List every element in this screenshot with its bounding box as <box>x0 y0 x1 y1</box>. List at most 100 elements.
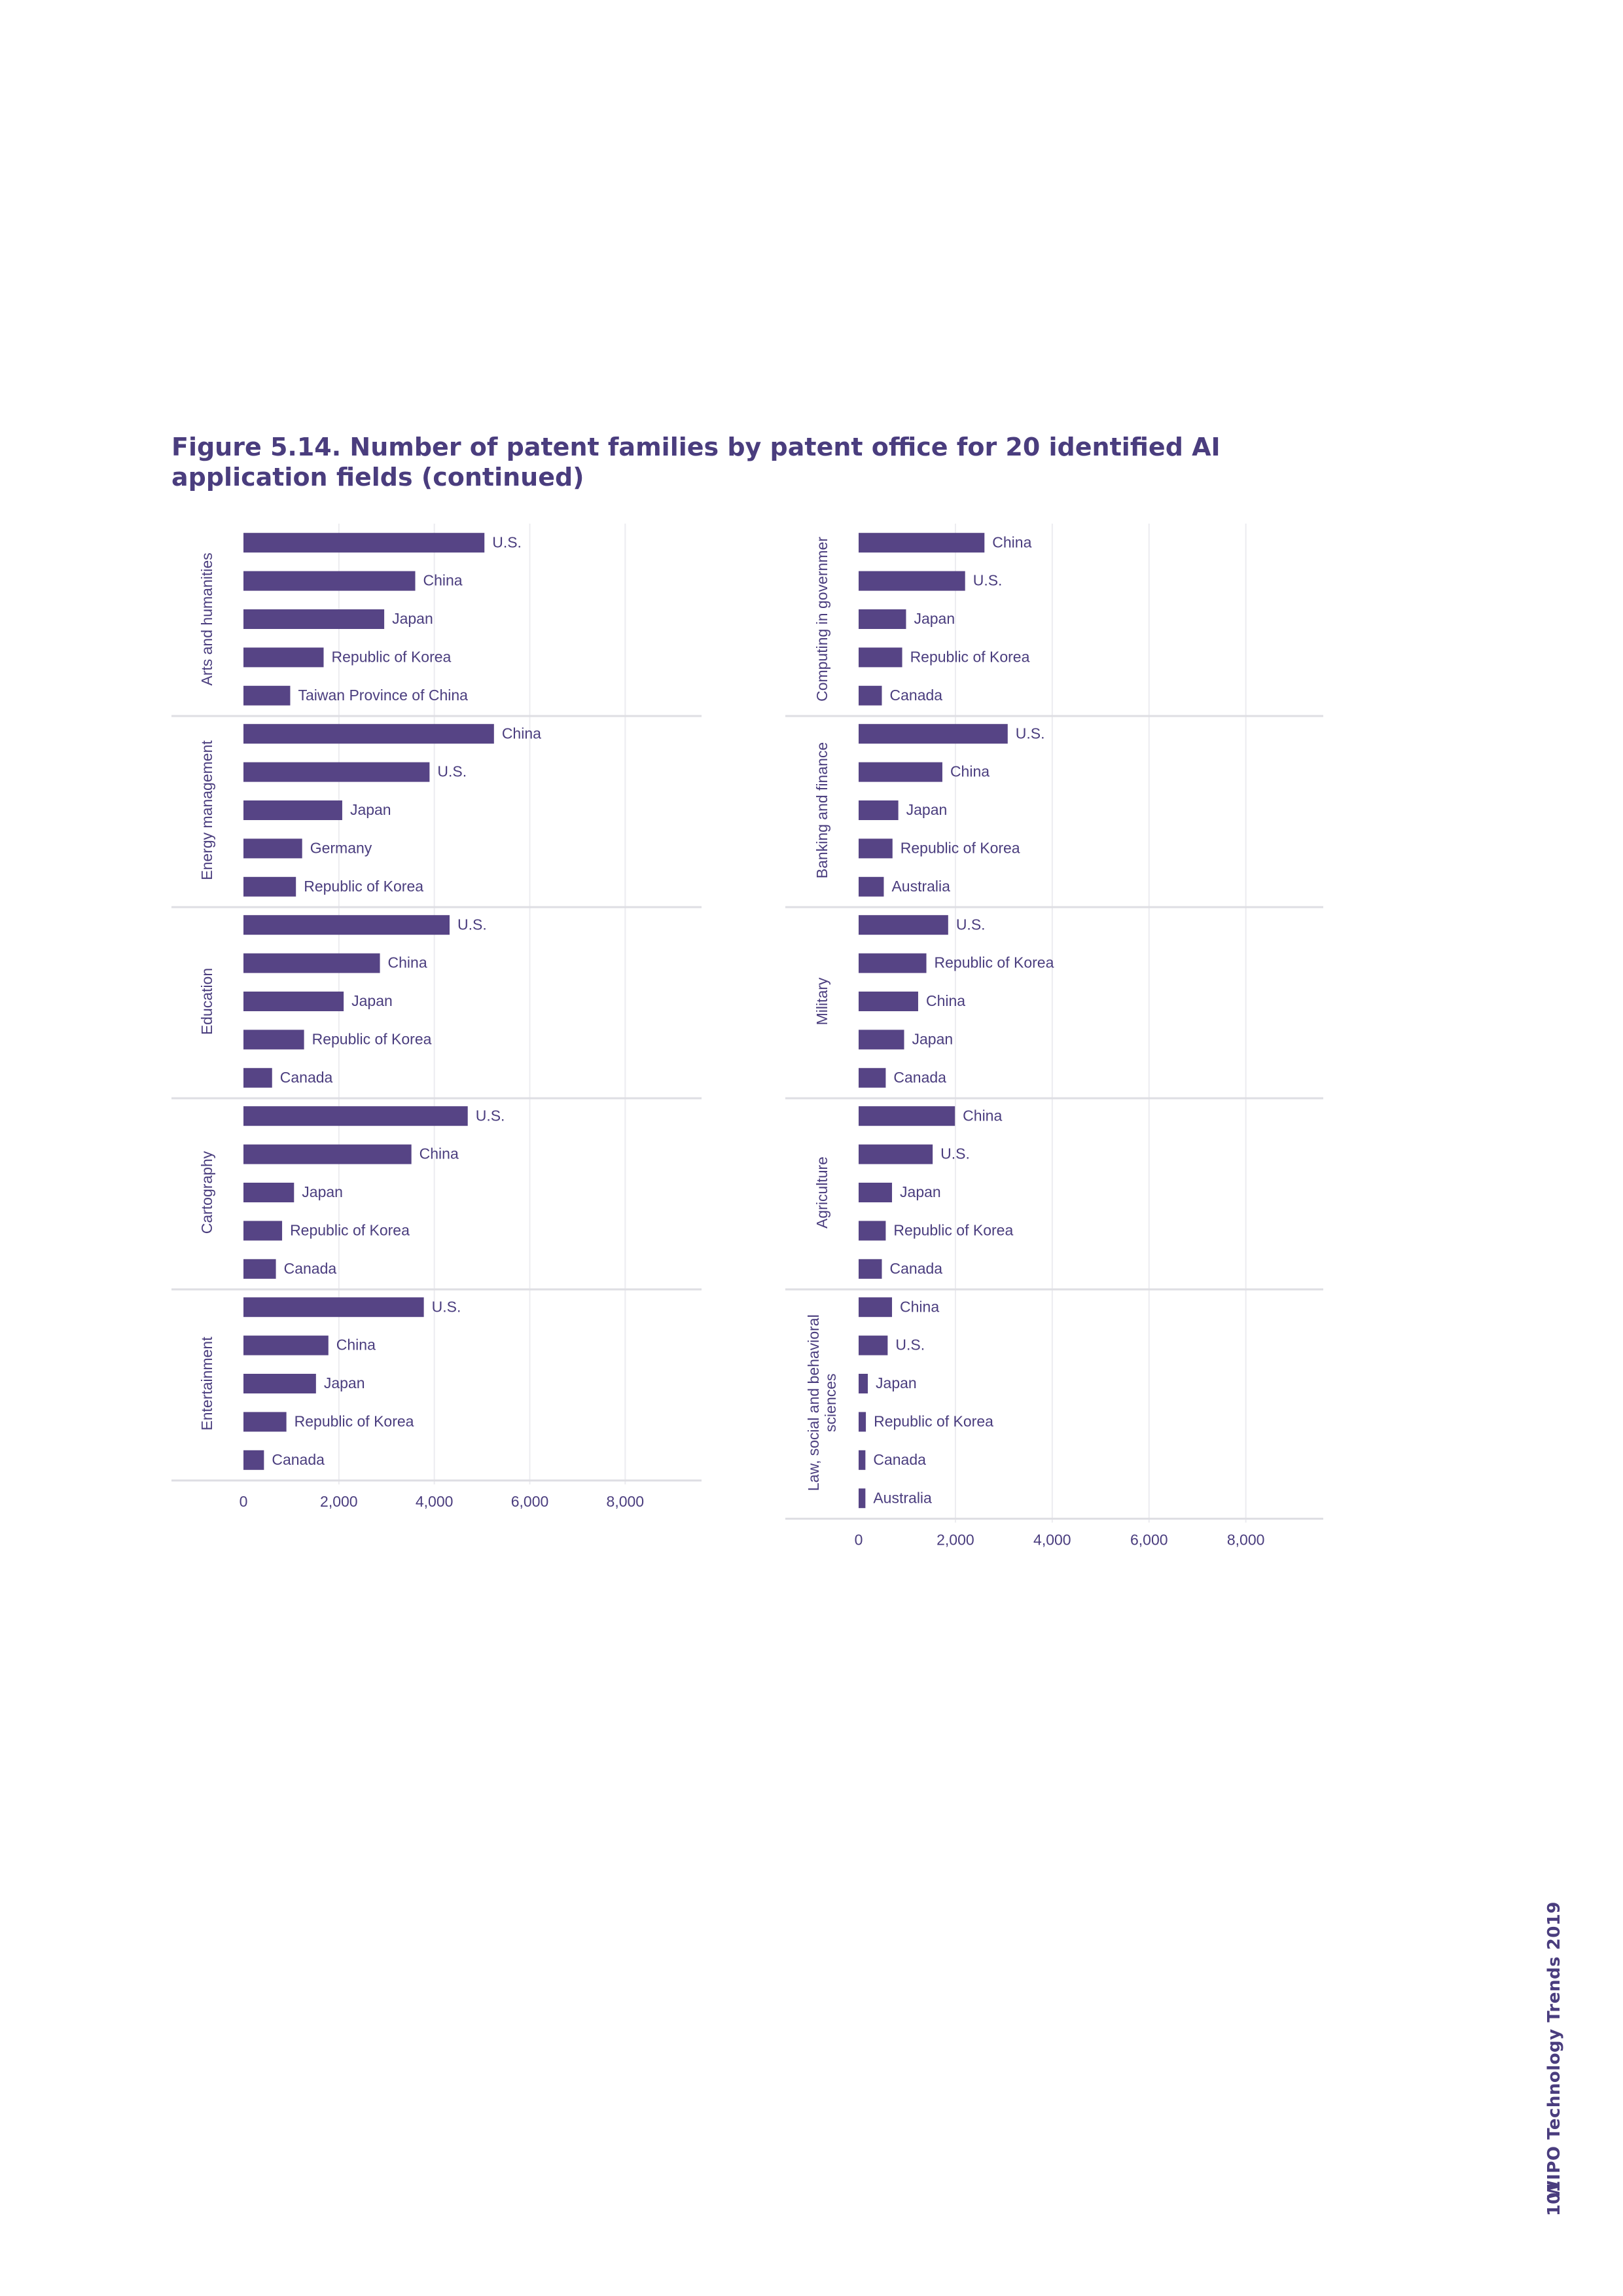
bar-label: Japan <box>914 610 955 627</box>
facet-label: Energy management <box>198 740 215 880</box>
bar <box>243 1450 264 1470</box>
bar <box>243 1106 468 1126</box>
bar <box>243 876 296 897</box>
bar-label: Republic of Korea <box>304 878 423 895</box>
bar <box>243 1183 294 1202</box>
bar-label: U.S. <box>973 572 1003 589</box>
bar <box>859 762 942 782</box>
facet-label: Military <box>813 977 830 1025</box>
bar <box>859 685 882 706</box>
bar-label: Germany <box>310 839 372 856</box>
bar-label: Japan <box>906 801 948 818</box>
bar-label: Australia <box>891 878 950 895</box>
bar-label: Japan <box>350 801 391 818</box>
bar <box>243 1030 304 1050</box>
bar <box>243 1144 412 1164</box>
bar <box>243 800 342 820</box>
bar-label: Republic of Korea <box>874 1412 993 1429</box>
x-tick-label: 0 <box>240 1493 248 1510</box>
page-number: 101 <box>1544 2180 1564 2216</box>
bar <box>859 1374 868 1393</box>
bar <box>859 571 965 591</box>
bar-label: China <box>992 533 1031 550</box>
bar <box>859 609 906 629</box>
bar-label: Republic of Korea <box>893 1221 1013 1238</box>
x-tick-label: 6,000 <box>511 1493 549 1510</box>
facet-label: Cartography <box>198 1151 215 1234</box>
facet-label: Agriculture <box>813 1157 830 1229</box>
bar-label: Canada <box>890 1260 943 1277</box>
facet-label: Education <box>198 968 215 1035</box>
bar-label: Japan <box>900 1183 941 1200</box>
bar <box>859 1450 866 1470</box>
bar-label: U.S. <box>895 1336 925 1354</box>
bar <box>243 647 324 668</box>
publication-footer: WIPO Technology Trends 2019 <box>1544 1901 1564 2199</box>
bar <box>859 1297 893 1318</box>
bar <box>859 1335 888 1355</box>
bar-label: China <box>963 1107 1002 1124</box>
x-tick-label: 2,000 <box>936 1531 974 1548</box>
x-tick-label: 4,000 <box>416 1493 454 1510</box>
bar <box>859 1183 893 1202</box>
bar-label: U.S. <box>1016 725 1045 742</box>
bar <box>859 1488 866 1509</box>
bar-label: Republic of Korea <box>332 648 452 665</box>
facet-label: Law, social and behavioral <box>805 1314 822 1491</box>
bar-label: Canada <box>272 1451 325 1468</box>
bar-label: China <box>950 763 990 780</box>
bar-label: U.S. <box>476 1107 505 1124</box>
x-tick-label: 0 <box>855 1531 863 1548</box>
bar-label: Republic of Korea <box>290 1221 410 1238</box>
bar-label: U.S. <box>437 763 467 780</box>
bar <box>859 1067 886 1088</box>
bar <box>859 800 899 820</box>
x-tick-label: 6,000 <box>1130 1531 1168 1548</box>
bar <box>243 1374 316 1393</box>
bar <box>243 992 344 1011</box>
bar-label: Japan <box>351 992 393 1009</box>
bar <box>243 609 385 629</box>
bar-label: China <box>926 992 965 1009</box>
facet-label: Arts and humanities <box>198 552 215 685</box>
bar <box>859 953 927 973</box>
bar <box>243 1221 283 1241</box>
bar-label: Japan <box>392 610 433 627</box>
bar <box>859 1106 955 1126</box>
bar-label: U.S. <box>956 916 986 933</box>
bar-label: Canada <box>890 687 943 704</box>
bar-label: Japan <box>324 1374 365 1391</box>
bar <box>859 533 985 553</box>
bar-label: Canada <box>893 1069 946 1086</box>
bar-label: Republic of Korea <box>312 1030 432 1047</box>
bar-label: China <box>336 1336 376 1354</box>
bar <box>243 1259 276 1279</box>
bar <box>243 953 380 973</box>
bar-label: Canada <box>284 1260 337 1277</box>
x-tick-label: 2,000 <box>320 1493 358 1510</box>
figure-title: Figure 5.14. Number of patent families b… <box>171 433 1221 492</box>
bar-label: Republic of Korea <box>935 954 1054 971</box>
bar <box>243 1412 287 1432</box>
bar-label: Canada <box>873 1451 926 1468</box>
bar-label: U.S. <box>457 916 487 933</box>
bar <box>243 685 291 706</box>
bar <box>243 915 450 935</box>
bar <box>859 915 948 935</box>
bar-label: Republic of Korea <box>294 1412 414 1429</box>
bar-label: Republic of Korea <box>901 839 1020 856</box>
bar-label: Canada <box>280 1069 333 1086</box>
bar-label: China <box>419 1145 459 1162</box>
x-tick-label: 8,000 <box>1227 1531 1265 1548</box>
bar-label: Japan <box>912 1030 954 1047</box>
bar-label: China <box>388 954 427 971</box>
bar <box>243 762 430 782</box>
bar <box>243 1067 272 1088</box>
bar-label: U.S. <box>492 533 522 550</box>
bar-label: China <box>423 572 463 589</box>
bar <box>243 571 416 591</box>
bar-label: China <box>900 1298 939 1315</box>
bar-label: U.S. <box>940 1145 970 1162</box>
bar <box>243 1297 424 1318</box>
